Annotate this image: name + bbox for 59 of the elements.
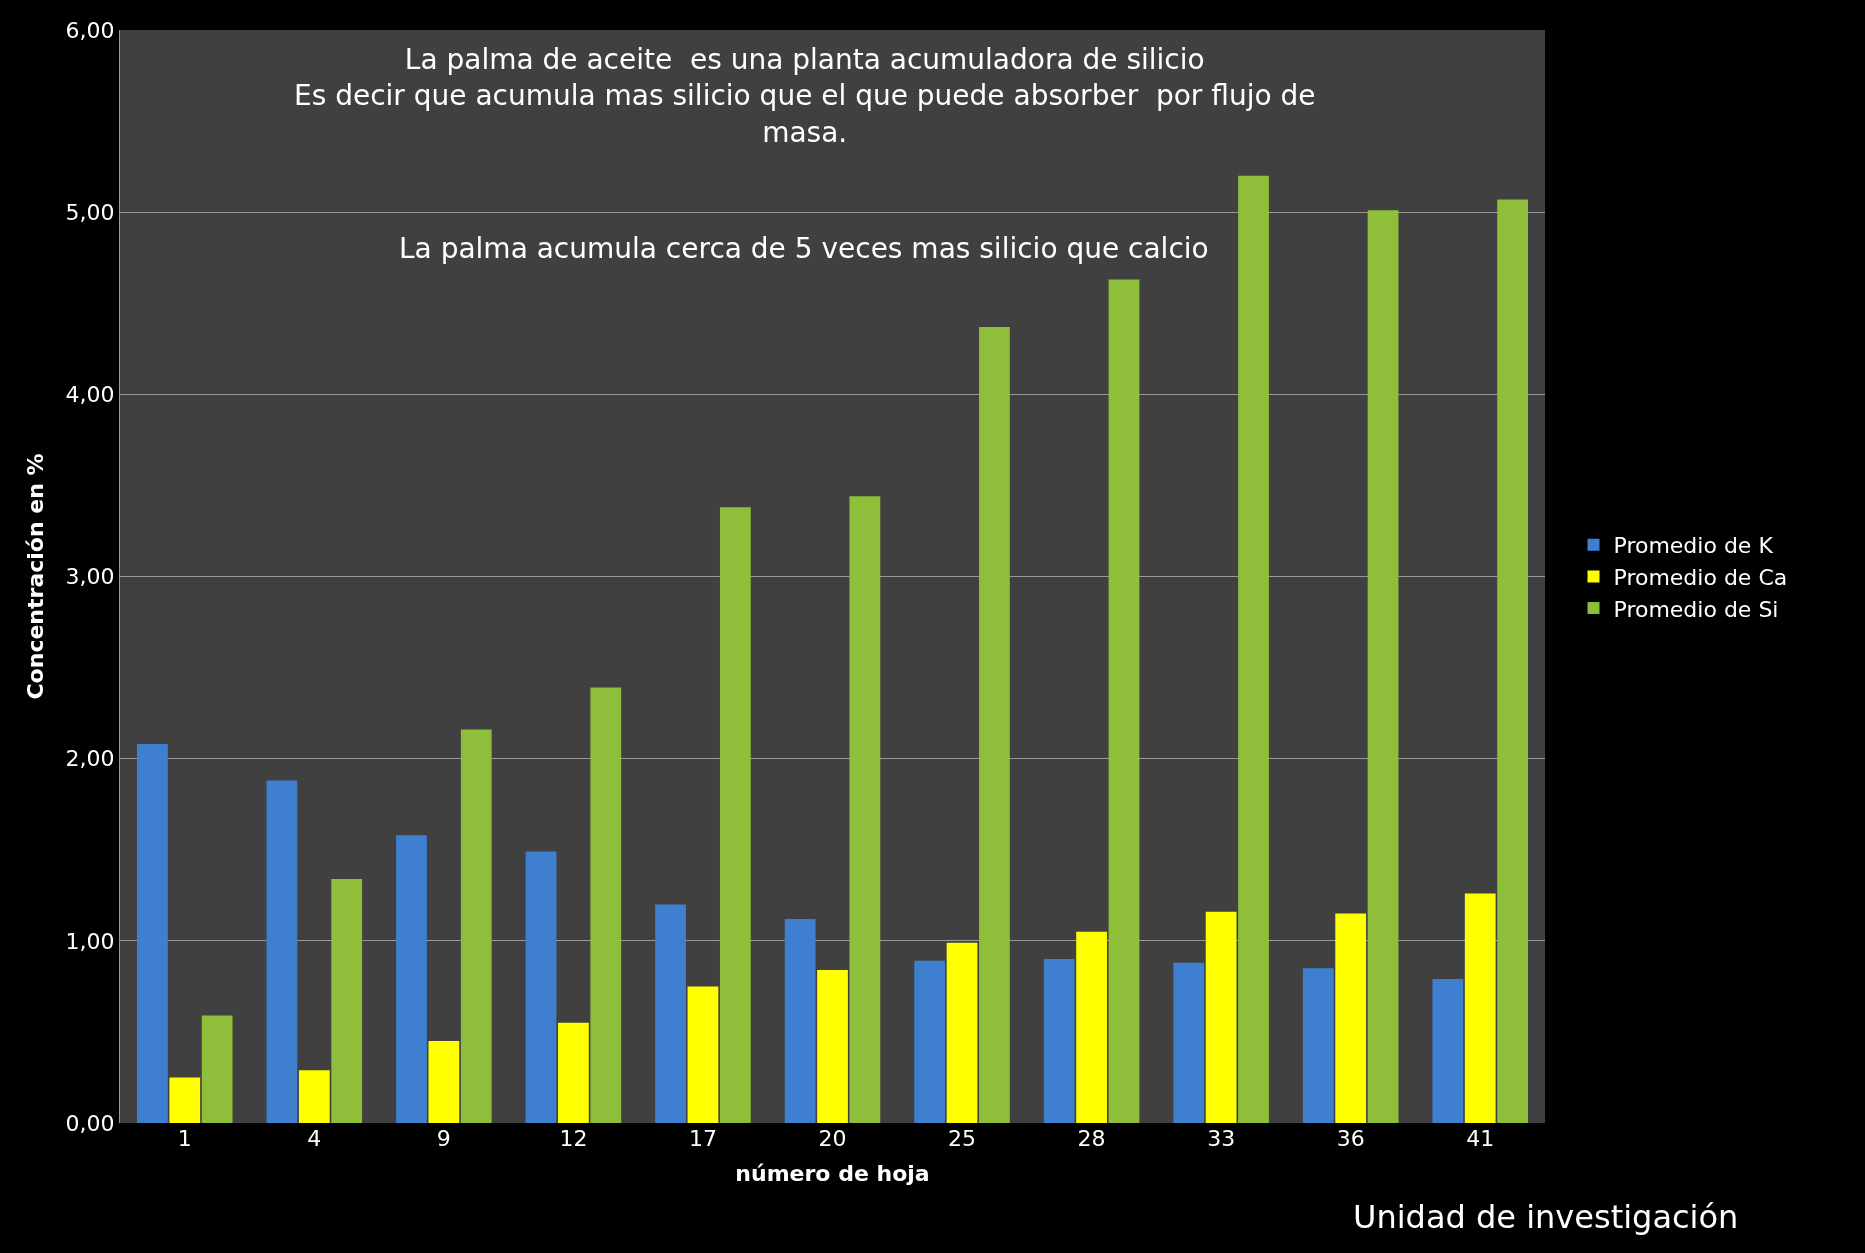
bar [849, 496, 881, 1123]
bar [169, 1077, 201, 1123]
bar [687, 986, 719, 1123]
bar [946, 942, 978, 1123]
bar [298, 1070, 330, 1123]
legend-label: Promedio de Si [1613, 596, 1779, 622]
bar [1238, 175, 1269, 1123]
bar [558, 1022, 589, 1123]
annotation: La palma acumula cerca de 5 veces mas silicio que calcio [399, 232, 1209, 265]
bar [817, 969, 848, 1123]
y-tick-label: 6,00 [65, 17, 115, 43]
bar [1043, 959, 1075, 1123]
bar [396, 835, 427, 1123]
legend-label: Promedio de K [1613, 533, 1774, 559]
bar [979, 326, 1010, 1123]
y-tick-label: 0,00 [65, 1110, 115, 1136]
bar [1108, 279, 1140, 1123]
bar [1497, 199, 1528, 1123]
x-tick-label: 4 [307, 1126, 322, 1151]
legend-label: Promedio de Ca [1613, 564, 1788, 590]
x-tick-label: 20 [818, 1126, 847, 1151]
bar [1464, 893, 1496, 1123]
y-tick-label: 1,00 [65, 928, 115, 954]
y-tick-label: 5,00 [65, 199, 115, 225]
x-tick-label: 25 [948, 1126, 977, 1151]
x-tick-label: 33 [1207, 1126, 1236, 1151]
bar [590, 687, 622, 1123]
y-tick-label: 2,00 [65, 746, 115, 772]
bar [655, 904, 686, 1123]
bar [1302, 968, 1334, 1123]
y-tick-label: 4,00 [65, 382, 115, 408]
x-tick-label: 36 [1336, 1126, 1365, 1151]
x-axis-title: número de hoja [735, 1160, 930, 1186]
x-tick-label: 41 [1466, 1126, 1495, 1151]
bar [1432, 979, 1464, 1123]
bar [1076, 931, 1107, 1123]
x-tick-label: 12 [559, 1126, 588, 1151]
bar [914, 960, 946, 1123]
bar [525, 851, 557, 1123]
y-axis-title: Concentración en % [23, 453, 49, 700]
bar [1335, 913, 1367, 1123]
bar [428, 1041, 460, 1123]
bar [1205, 911, 1237, 1123]
bar [460, 729, 492, 1123]
bar [1367, 210, 1399, 1123]
x-tick-label: 1 [177, 1126, 192, 1151]
bar [719, 507, 751, 1123]
bar [331, 878, 363, 1123]
x-tick-label: 9 [436, 1126, 451, 1151]
x-tick-label: 28 [1077, 1126, 1106, 1151]
annotation: La palma de aceite es una planta acumuladora de silicio Es decir que acumula mas silicio que el que puede absorber por flujo de masa. [294, 43, 1316, 149]
x-tick-label: 17 [688, 1126, 717, 1151]
text: Unidad de investigación [1353, 1198, 1739, 1236]
bar [266, 780, 298, 1123]
bar [137, 744, 168, 1123]
bar [1173, 962, 1205, 1123]
y-tick-label: 3,00 [65, 564, 115, 590]
bar [201, 1015, 233, 1123]
bar [784, 918, 816, 1123]
